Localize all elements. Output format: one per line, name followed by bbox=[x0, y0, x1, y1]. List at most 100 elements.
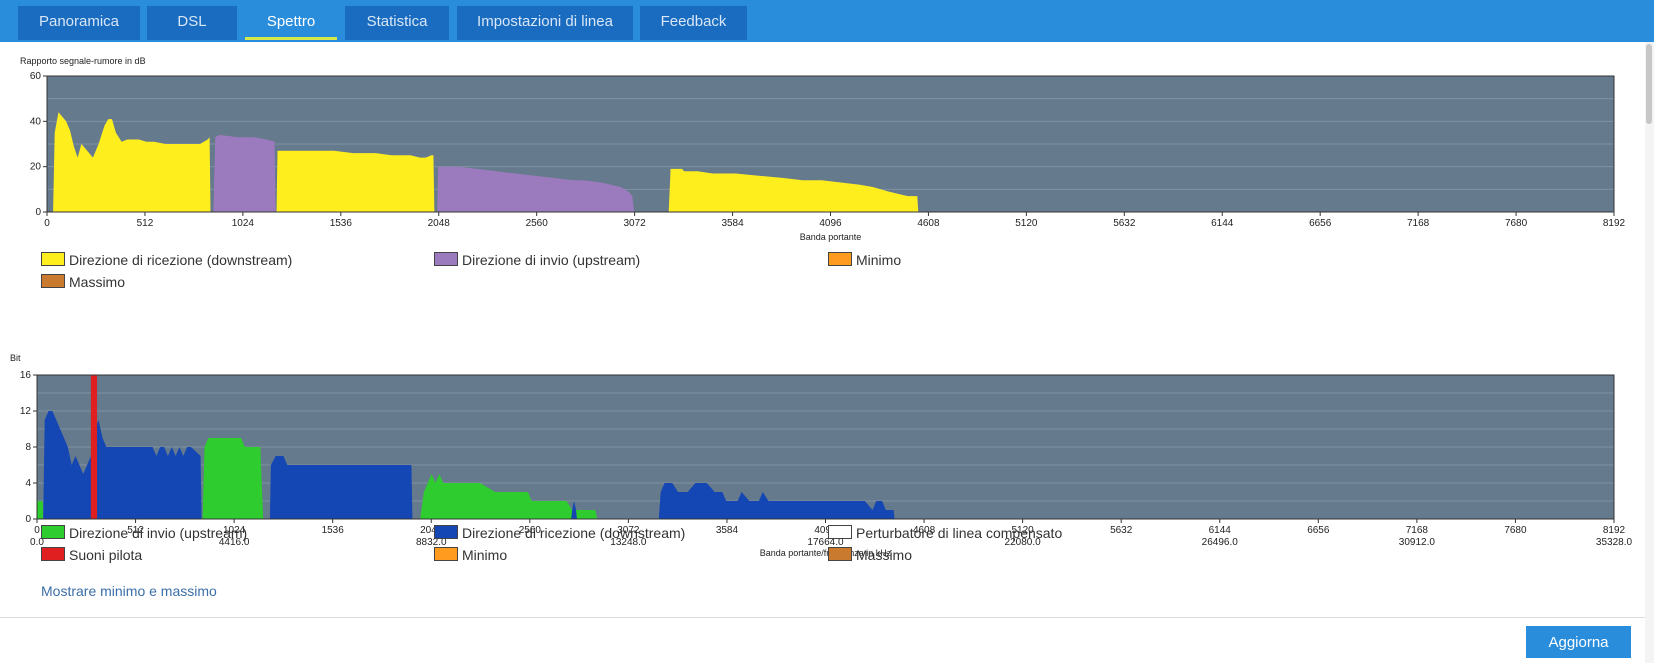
legend-swatch bbox=[434, 547, 458, 562]
legend-item: Minimo bbox=[434, 546, 507, 564]
legend-item: Massimo bbox=[41, 273, 125, 291]
legend-swatch bbox=[41, 274, 65, 289]
x-tick-label: 2048 bbox=[420, 525, 443, 536]
x-tick-label: 0 bbox=[34, 525, 40, 536]
footer-divider bbox=[0, 617, 1645, 618]
x-tick-label: 3072 bbox=[617, 525, 640, 536]
freq-tick-label: 0.0 bbox=[30, 537, 44, 548]
x-tick-label: 5120 bbox=[1012, 525, 1035, 536]
y-tick-label: 8 bbox=[25, 442, 31, 453]
x-tick-label: 3584 bbox=[721, 218, 744, 229]
x-tick-label: 5632 bbox=[1113, 218, 1136, 229]
legend-label: Minimo bbox=[856, 252, 902, 268]
tab-statistica[interactable]: Statistica bbox=[345, 6, 449, 40]
refresh-button[interactable]: Aggiorna bbox=[1526, 626, 1631, 658]
x-tick-label: 2560 bbox=[526, 218, 549, 229]
x-axis-label: Banda portante/frequenza in kHz bbox=[760, 548, 892, 558]
x-tick-label: 0 bbox=[44, 218, 50, 229]
series-1-area-3 bbox=[420, 474, 598, 519]
freq-tick-label: 35328.0 bbox=[1596, 537, 1633, 548]
x-tick-label: 8192 bbox=[1603, 218, 1626, 229]
x-tick-label: 4096 bbox=[819, 218, 842, 229]
y-axis-label: Bit bbox=[10, 353, 21, 363]
show-min-max-link[interactable]: Mostrare minimo e massimo bbox=[41, 583, 217, 599]
freq-tick-label: 26496.0 bbox=[1202, 537, 1239, 548]
pilot-tone-bar-1 bbox=[90, 375, 98, 519]
x-tick-label: 4608 bbox=[913, 525, 936, 536]
legend-label: Direzione di invio (upstream) bbox=[462, 252, 641, 268]
y-tick-label: 0 bbox=[25, 514, 31, 525]
legend-label: Perturbatore di linea compensato bbox=[856, 525, 1063, 541]
x-tick-label: 1536 bbox=[330, 218, 353, 229]
legend-label: Direzione di ricezione (downstream) bbox=[462, 525, 686, 541]
legend-label: Direzione di ricezione (downstream) bbox=[69, 252, 293, 268]
series-2-area-2 bbox=[437, 166, 635, 212]
legend-label: Suoni pilota bbox=[69, 547, 143, 563]
x-tick-label: 4608 bbox=[917, 218, 940, 229]
legend-label: Direzione di invio (upstream) bbox=[69, 525, 248, 541]
series-2-area-4 bbox=[658, 483, 895, 519]
legend-swatch bbox=[41, 547, 65, 562]
series-2-area-2 bbox=[269, 456, 413, 519]
y-tick-label: 12 bbox=[20, 406, 32, 417]
x-tick-label: 512 bbox=[127, 525, 144, 536]
x-tick-label: 8192 bbox=[1603, 525, 1626, 536]
y-tick-label: 40 bbox=[30, 116, 42, 127]
series-1-area-1 bbox=[37, 501, 44, 519]
series-1-area-2 bbox=[202, 438, 264, 519]
x-tick-label: 6656 bbox=[1309, 218, 1332, 229]
freq-tick-label: 30912.0 bbox=[1399, 537, 1436, 548]
y-tick-label: 60 bbox=[30, 71, 42, 82]
scrollbar[interactable] bbox=[1645, 42, 1654, 663]
y-axis-label: Rapporto segnale-rumore in dB bbox=[20, 56, 146, 66]
freq-tick-label: 8832.0 bbox=[416, 537, 447, 548]
x-axis-label: Banda portante bbox=[800, 232, 862, 242]
x-tick-label: 5632 bbox=[1110, 525, 1133, 536]
top-navigation-bar: Panoramica DSL Spettro Statistica Impost… bbox=[0, 0, 1654, 42]
series-2-area-1 bbox=[213, 134, 276, 212]
x-tick-label: 3584 bbox=[716, 525, 739, 536]
series-2-area-3 bbox=[571, 501, 577, 519]
snr-chart: Rapporto segnale-rumore in dB 0 20 40 60 0 512… bbox=[20, 56, 1626, 242]
x-tick-label: 6144 bbox=[1209, 525, 1232, 536]
tab-dsl[interactable]: DSL bbox=[147, 6, 237, 40]
x-tick-label: 4096 bbox=[814, 525, 837, 536]
tab-feedback[interactable]: Feedback bbox=[640, 6, 747, 40]
x-tick-label: 6656 bbox=[1307, 525, 1330, 536]
bit-chart: Bit 0 4 8 12 16 0 512 1024 1536 2048 2560 3072 3584 40… bbox=[10, 353, 1633, 558]
legend-item: Direzione di ricezione (downstream) bbox=[41, 251, 292, 269]
legend-item: Direzione di invio (upstream) bbox=[41, 524, 247, 542]
tab-spettro[interactable]: Spettro bbox=[245, 6, 337, 40]
scrollbar-thumb[interactable] bbox=[1646, 44, 1652, 124]
x-tick-label: 7680 bbox=[1505, 218, 1528, 229]
legend-swatch bbox=[434, 525, 458, 540]
freq-tick-label: 17664.0 bbox=[807, 537, 844, 548]
x-tick-label: 7680 bbox=[1504, 525, 1527, 536]
x-tick-label: 3072 bbox=[624, 218, 647, 229]
x-tick-label: 512 bbox=[137, 218, 154, 229]
spectrum-panel: Rapporto segnale-rumore in dB 0 20 40 60 0 512… bbox=[0, 42, 1646, 663]
freq-tick-label: 4416.0 bbox=[219, 537, 250, 548]
tab-impostazioni-di-linea[interactable]: Impostazioni di linea bbox=[457, 6, 633, 40]
freq-tick-label: 13248.0 bbox=[610, 537, 647, 548]
legend-label: Massimo bbox=[856, 547, 913, 563]
x-tick-label: 2048 bbox=[428, 218, 451, 229]
y-tick-label: 4 bbox=[25, 478, 31, 489]
x-tick-label: 1024 bbox=[232, 218, 255, 229]
y-tick-label: 20 bbox=[30, 162, 42, 173]
legend-swatch bbox=[828, 252, 852, 267]
legend-item: Direzione di ricezione (downstream) bbox=[434, 524, 685, 542]
y-tick-label: 0 bbox=[35, 207, 41, 218]
x-tick-label: 6144 bbox=[1211, 218, 1234, 229]
legend-item: Suoni pilota bbox=[41, 546, 142, 564]
legend-item: Minimo bbox=[828, 251, 901, 269]
x-tick-label: 7168 bbox=[1406, 525, 1429, 536]
series-1-area-4 bbox=[668, 168, 919, 212]
x-tick-label: 5120 bbox=[1015, 218, 1038, 229]
legend-swatch bbox=[434, 252, 458, 267]
tab-panoramica[interactable]: Panoramica bbox=[18, 6, 140, 40]
freq-tick-label: 22080.0 bbox=[1005, 537, 1042, 548]
x-tick-label: 7168 bbox=[1407, 218, 1430, 229]
y-tick-label: 16 bbox=[20, 370, 32, 381]
legend-item: Direzione di invio (upstream) bbox=[434, 251, 640, 269]
